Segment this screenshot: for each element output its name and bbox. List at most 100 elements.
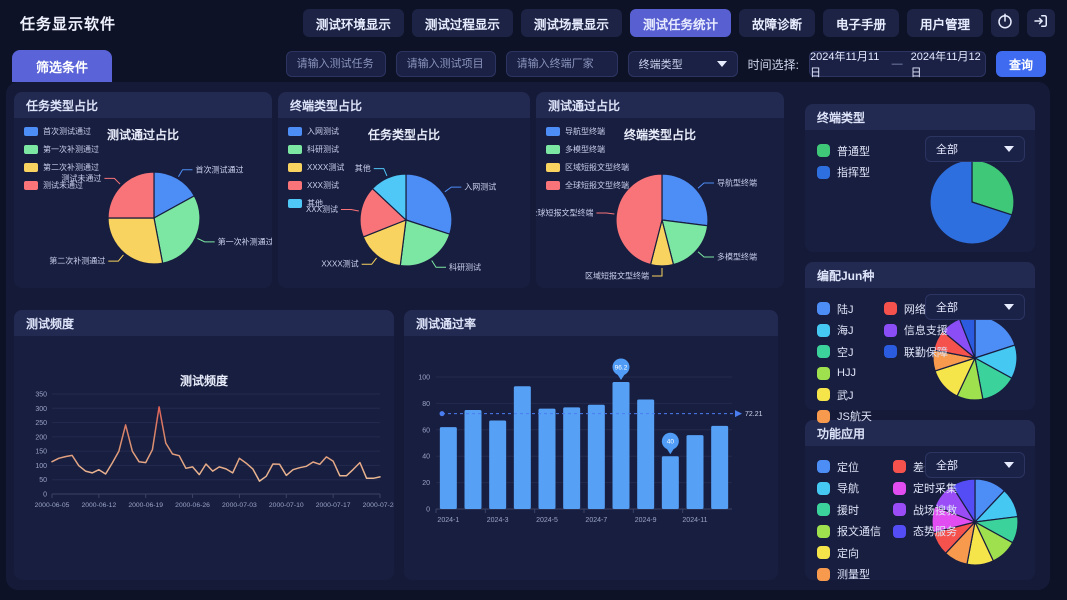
svg-text:2000-06-05: 2000-06-05 — [35, 502, 70, 509]
legend-label: JS航天 — [837, 411, 872, 424]
chart-legend: 首次测试通过 第一次补测通过 第二次补测通过 测试未通过 — [24, 126, 99, 198]
power-button[interactable] — [991, 9, 1019, 37]
legend-item[interactable]: 武J — [817, 384, 872, 406]
panel-terminal-kind: 终端类型 普通型 指挥型 全部 — [805, 104, 1035, 252]
legend-chip — [817, 567, 830, 581]
nav-test-process[interactable]: 测试过程显示 — [411, 9, 513, 37]
nav-test-env[interactable]: 测试环境显示 — [302, 9, 404, 37]
date-separator: — — [891, 58, 903, 70]
logout-button[interactable] — [1027, 9, 1055, 37]
svg-text:第二次补测通过: 第二次补测通过 — [49, 256, 105, 266]
filter-conditions-tab[interactable]: 筛选条件 — [12, 50, 112, 82]
legend-label: 导航型终端 — [565, 127, 605, 136]
legend-item[interactable]: 其他 — [288, 198, 344, 209]
legend-item[interactable]: 信息支援 — [883, 320, 948, 342]
test-task-input[interactable] — [285, 51, 386, 77]
nav-e-manual[interactable]: 电子手册 — [822, 9, 899, 37]
legend-item[interactable]: XXX测试 — [288, 180, 344, 191]
legend-item[interactable]: 海J — [817, 320, 872, 342]
terminal-kind-all-select[interactable]: 全部 — [925, 136, 1025, 162]
legend-item[interactable]: 测试未通过 — [24, 180, 99, 191]
legend-chip — [546, 181, 560, 190]
legend-chip — [546, 145, 560, 154]
legend-item[interactable]: HJJ — [817, 363, 872, 385]
legend-item[interactable]: 普通型 — [817, 140, 870, 162]
legend-chip — [546, 163, 560, 172]
legend-item[interactable]: 区域短报文型终端 — [546, 162, 629, 173]
svg-text:2024-7: 2024-7 — [585, 517, 607, 524]
date-range-picker[interactable]: 2024年11月11日 — 2024年11月12日 — [809, 51, 986, 79]
legend-item[interactable]: 多模型终端 — [546, 144, 629, 155]
function-app-all-select[interactable]: 全部 — [925, 452, 1025, 478]
panel-function-app: 功能应用 定位导航援时报文通信定向测量型差分定位定时采集战场搜救态势服务 全部 — [805, 420, 1035, 581]
legend-item[interactable]: 定向 — [817, 542, 881, 564]
terminal-type-select[interactable]: 终端类型 — [627, 51, 738, 77]
svg-text:2000-06-19: 2000-06-19 — [128, 502, 163, 509]
legend-item[interactable]: 科研测试 — [288, 144, 344, 155]
svg-text:40: 40 — [667, 439, 675, 446]
legend-chip — [893, 481, 906, 495]
svg-text:导航型终端: 导航型终端 — [717, 177, 757, 187]
terminal-vendor-input[interactable] — [505, 51, 618, 77]
nav-test-task-stats[interactable]: 测试任务统计 — [629, 9, 731, 37]
svg-text:2024-5: 2024-5 — [536, 517, 558, 524]
legend-item[interactable]: XXXX测试 — [288, 162, 344, 173]
panel-title: 终端类型 — [817, 110, 866, 125]
pie-chart[interactable] — [805, 130, 1035, 252]
pie-chart[interactable] — [805, 446, 1035, 580]
legend-label: 区域短报文型终端 — [565, 163, 629, 172]
legend-item[interactable]: 态势服务 — [893, 521, 957, 543]
panel-title: 测试通过占比 — [548, 98, 621, 113]
legend-label: 其他 — [307, 199, 323, 208]
legend-item[interactable]: 全球短报文型终端 — [546, 180, 629, 191]
panel-title: 任务类型占比 — [26, 98, 99, 113]
legend-item[interactable]: 定位 — [817, 456, 881, 478]
legend-label: HJJ — [837, 367, 856, 380]
svg-text:2024-3: 2024-3 — [487, 517, 509, 524]
legend-item[interactable]: 导航 — [817, 478, 881, 500]
bar-chart[interactable]: 0 20 40 60 80 100 2024-1 2024-3 2024-5 2024-7 2024… — [404, 336, 778, 580]
pie-chart[interactable]: 首次测试通过 第一次补测通过 第二次补测通过 测试未通过 — [14, 118, 273, 288]
search-button[interactable]: 查询 — [996, 51, 1046, 77]
date-start: 2024年11月11日 — [810, 51, 880, 79]
pie-chart[interactable] — [805, 288, 1035, 410]
legend-item[interactable]: 入网测试 — [288, 126, 344, 137]
nav-user-management[interactable]: 用户管理 — [906, 9, 983, 37]
nav-fault-diagnosis[interactable]: 故障诊断 — [738, 9, 815, 37]
legend-item[interactable]: 测量型 — [817, 564, 881, 586]
panel-test-pass-ratio: 测试通过占比 终端类型占比 导航型终端 多模型终端 区域短报文型终端 全球短报文型终端… — [529, 92, 784, 288]
legend-chip — [893, 503, 906, 517]
legend-item[interactable]: 援时 — [817, 499, 881, 521]
app-title: 任务显示软件 — [20, 15, 117, 33]
legend-chip — [24, 181, 38, 190]
panel-pass-rate: 测试通过率 0 20 40 60 80 100 2024-1 2024-3 2024-5 2024… — [404, 310, 778, 580]
legend-item[interactable]: 定时采集 — [893, 478, 957, 500]
legend-label: 海J — [837, 325, 854, 338]
date-end: 2024年11月12日 — [910, 51, 981, 79]
legend-chip — [893, 524, 906, 538]
legend-item[interactable]: 指挥型 — [817, 162, 870, 184]
legend-item[interactable]: 战场搜救 — [893, 499, 957, 521]
legend-label: 态势服务 — [913, 526, 957, 539]
nav-test-scene[interactable]: 测试场景显示 — [520, 9, 622, 37]
legend-item[interactable]: 陆J — [817, 298, 872, 320]
legend-item[interactable]: 首次测试通过 — [24, 126, 99, 137]
svg-text:2000-07-24: 2000-07-24 — [363, 502, 394, 509]
panel-header: 终端类型 — [805, 104, 1035, 130]
legend-item[interactable]: 第一次补测通过 — [24, 144, 99, 155]
test-project-input[interactable] — [395, 51, 496, 77]
legend-item[interactable]: 联勤保障 — [883, 341, 948, 363]
line-chart[interactable]: 0 50 100 150 200 250 300 350 2000-06-05 2000-06-1… — [14, 336, 398, 580]
legend-item[interactable]: 报文通信 — [817, 521, 881, 543]
svg-text:300: 300 — [35, 406, 47, 413]
filter-controls: 终端类型 时间选择: 2024年11月11日 — 2024年11月12日 查询 — [285, 51, 1046, 79]
legend-item[interactable]: 第二次补测通过 — [24, 162, 99, 173]
service-branch-all-select[interactable]: 全部 — [925, 294, 1025, 320]
legend-item[interactable]: 空J — [817, 341, 872, 363]
pie-chart[interactable]: 入网测试科研测试 XXXX测试 XXX测试其他 — [278, 118, 530, 288]
legend-item[interactable]: 导航型终端 — [546, 126, 629, 137]
svg-text:80: 80 — [422, 401, 430, 408]
power-icon — [996, 12, 1014, 35]
legend-item[interactable]: JS航天 — [817, 406, 872, 428]
